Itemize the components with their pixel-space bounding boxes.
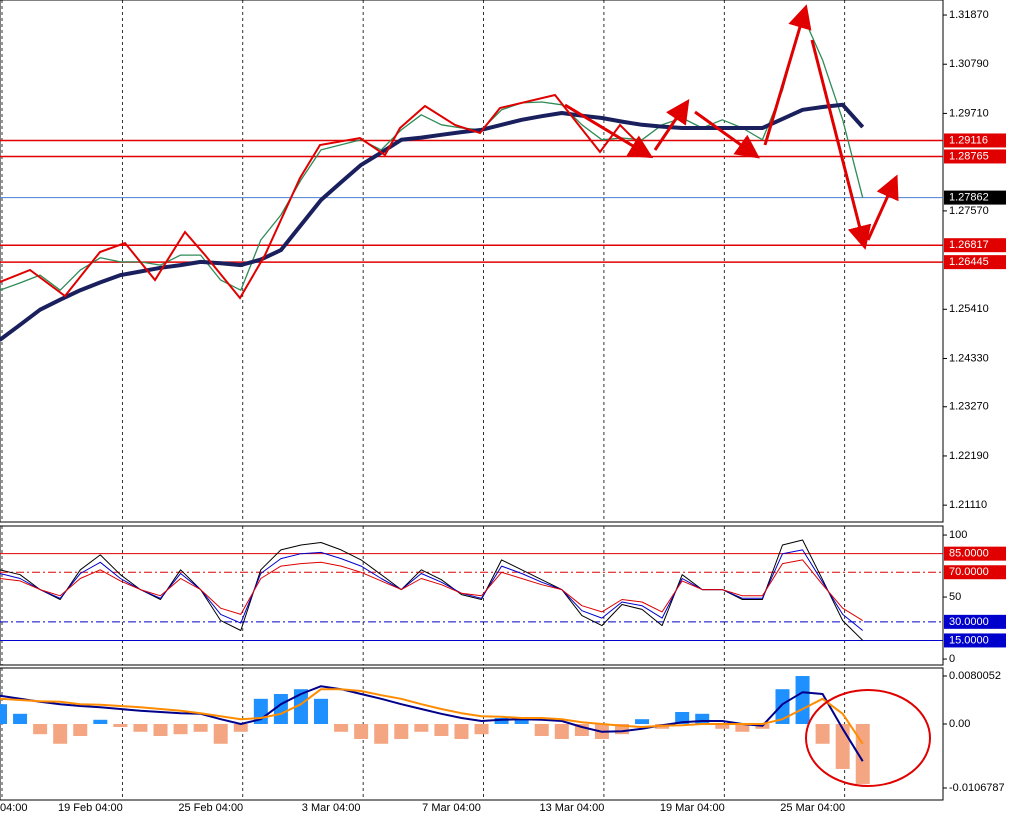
x-tick-label: 19 Mar 04:00: [660, 802, 725, 814]
histogram-bar: [314, 698, 329, 724]
y-tick-label: 50: [949, 591, 961, 603]
arrow: [763, 4, 812, 146]
level-label: 70.0000: [949, 566, 989, 578]
annotations: [0, 4, 931, 787]
y-tick-label: 0: [949, 653, 955, 665]
histogram-bar: [715, 723, 730, 729]
histogram-bar: [675, 712, 690, 724]
y-tick-label: 1.31870: [949, 9, 989, 21]
histogram-bar: [454, 723, 469, 739]
histogram-bar: [13, 713, 28, 724]
y-tick-label: 1.23270: [949, 401, 989, 413]
y-tick-label: 1.24330: [949, 352, 989, 364]
histogram-bar: [414, 723, 429, 732]
histogram-bar: [73, 723, 88, 736]
level-label: 30.0000: [949, 616, 989, 628]
histogram-bar: [614, 723, 629, 735]
level-label: 1.26817: [949, 239, 989, 251]
x-tick-label: 13 Mar 04:00: [540, 802, 605, 814]
level-label: 1.27862: [949, 192, 989, 204]
histogram-bar: [0, 704, 7, 724]
y-tick-label: -0.0106787: [949, 782, 1005, 794]
y-tick-label: 1.30790: [949, 58, 989, 70]
y-tick-label: 1.25410: [949, 303, 989, 315]
histogram-bar: [374, 723, 389, 744]
level-box: [944, 190, 1006, 205]
series-line: [0, 14, 864, 291]
histogram-bar: [394, 723, 409, 739]
x-tick-label: 25 Feb 04:00: [178, 802, 243, 814]
x-tick-label: 04:00: [0, 802, 28, 814]
histogram-bar: [795, 676, 810, 724]
histogram-bar: [334, 723, 349, 732]
level-label: 85.0000: [949, 548, 989, 560]
level-label: 1.26445: [949, 256, 989, 268]
histogram-bar: [113, 723, 128, 727]
level-box: [944, 546, 1006, 561]
histogram-bar: [695, 713, 710, 724]
histogram-bar: [635, 719, 650, 724]
histogram-bar: [775, 689, 790, 724]
arrow: [694, 110, 760, 159]
x-tick-label: 19 Feb 04:00: [58, 802, 123, 814]
y-tick-label: 0.0080052: [949, 670, 1001, 682]
histogram-bar: [93, 719, 108, 724]
histogram-bar: [534, 723, 549, 736]
level-box: [944, 149, 1006, 164]
price-panel: [0, 0, 944, 523]
x-tick-label: 7 Mar 04:00: [422, 802, 481, 814]
histogram-bar: [193, 723, 208, 732]
histogram-bar: [574, 723, 589, 736]
series-line: [0, 685, 864, 762]
x-tick-label: 25 Mar 04:00: [780, 802, 845, 814]
histogram-bar: [53, 723, 68, 744]
level-box: [944, 238, 1006, 253]
arrow: [866, 174, 899, 241]
level-box: [944, 565, 1006, 580]
level-box: [944, 133, 1006, 148]
histogram-bar: [293, 689, 308, 724]
histogram-bar: [735, 723, 750, 732]
series-line: [0, 559, 863, 622]
histogram-bar: [233, 723, 248, 732]
histogram-bar: [554, 723, 569, 739]
y-tick-label: 1.29710: [949, 107, 989, 119]
x-tick-label: 3 Mar 04:00: [302, 802, 361, 814]
level-label: 15.0000: [949, 634, 989, 646]
y-tick-label: 1.22190: [949, 450, 989, 462]
zigzag: [0, 93, 651, 300]
histogram-bar: [213, 723, 228, 744]
y-tick-label: 0.00: [949, 718, 970, 730]
histogram-bar: [514, 719, 529, 724]
histogram-bar: [354, 723, 369, 739]
level-label: 1.28765: [949, 150, 989, 162]
highlight-circle: [805, 689, 931, 787]
y-tick-label: 1.21110: [949, 499, 987, 511]
histogram-bar: [33, 723, 48, 735]
level-label: 1.29116: [949, 134, 988, 146]
histogram-bar: [173, 723, 188, 735]
histogram-bar: [153, 723, 168, 736]
histogram-bar: [474, 723, 489, 735]
arrow: [653, 99, 690, 151]
histogram-bar: [494, 717, 509, 724]
level-box: [944, 633, 1006, 648]
histogram-bar: [835, 723, 850, 769]
level-box: [944, 614, 1006, 629]
histogram-bar: [815, 723, 830, 744]
level-box: [944, 255, 1006, 270]
histogram-bar: [133, 723, 148, 732]
histogram-bar: [434, 723, 449, 736]
arrow: [810, 39, 872, 250]
series-line: [0, 688, 864, 745]
y-tick-label: 100: [949, 529, 967, 541]
y-tick-label: 1.27570: [949, 205, 989, 217]
arrow: [564, 103, 654, 159]
